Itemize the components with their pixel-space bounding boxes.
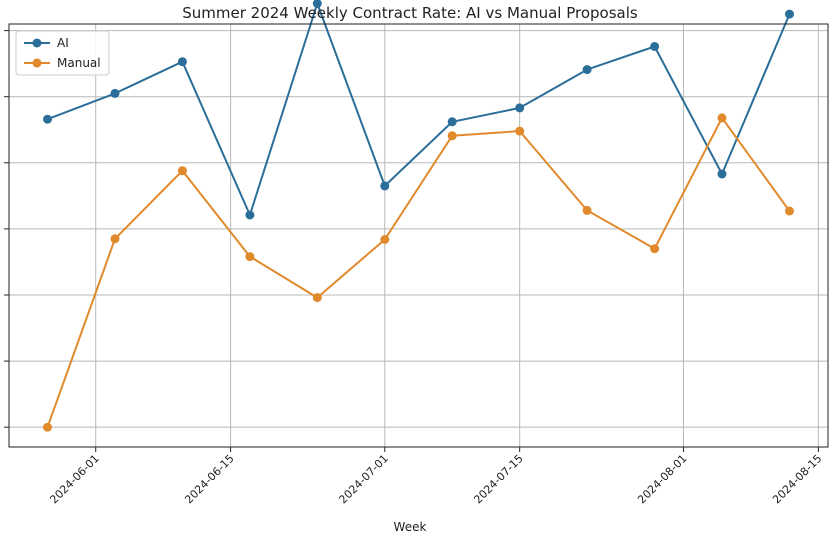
point-ai-3 (245, 210, 255, 220)
legend-label-manual: Manual (57, 56, 101, 70)
point-manual-5 (380, 235, 390, 244)
series-line-ai (47, 2, 791, 216)
series-line-manual (46, 116, 791, 428)
legend-marker-ai (32, 38, 42, 48)
legend-label-ai: AI (57, 36, 69, 50)
point-ai-10 (717, 169, 727, 179)
point-manual-10 (717, 113, 727, 123)
x-axis-label: Week (394, 520, 427, 534)
point-ai-9 (650, 42, 660, 51)
series-layer (43, 0, 794, 432)
point-manual-2 (177, 166, 187, 176)
point-ai-5 (380, 181, 390, 191)
point-ai-2 (177, 57, 187, 67)
point-ai-4 (312, 0, 322, 8)
legend: AI Manual (15, 30, 110, 76)
legend-marker-manual (32, 58, 42, 68)
point-ai-1 (110, 88, 120, 98)
point-ai-7 (515, 103, 525, 113)
point-manual-11 (785, 206, 794, 216)
plot-frame (8, 23, 829, 448)
point-ai-6 (447, 117, 457, 127)
chart-title: Summer 2024 Weekly Contract Rate: AI vs … (182, 4, 638, 22)
grid-lines (9, 24, 828, 447)
point-ai-11 (785, 9, 794, 19)
point-manual-8 (582, 205, 592, 215)
point-manual-1 (110, 234, 120, 244)
point-manual-7 (515, 126, 525, 136)
point-manual-0 (43, 422, 52, 432)
point-manual-9 (650, 244, 660, 254)
point-manual-3 (245, 252, 255, 262)
point-manual-6 (447, 131, 457, 141)
point-ai-0 (43, 114, 52, 124)
point-ai-8 (582, 65, 592, 75)
point-manual-4 (312, 293, 322, 303)
